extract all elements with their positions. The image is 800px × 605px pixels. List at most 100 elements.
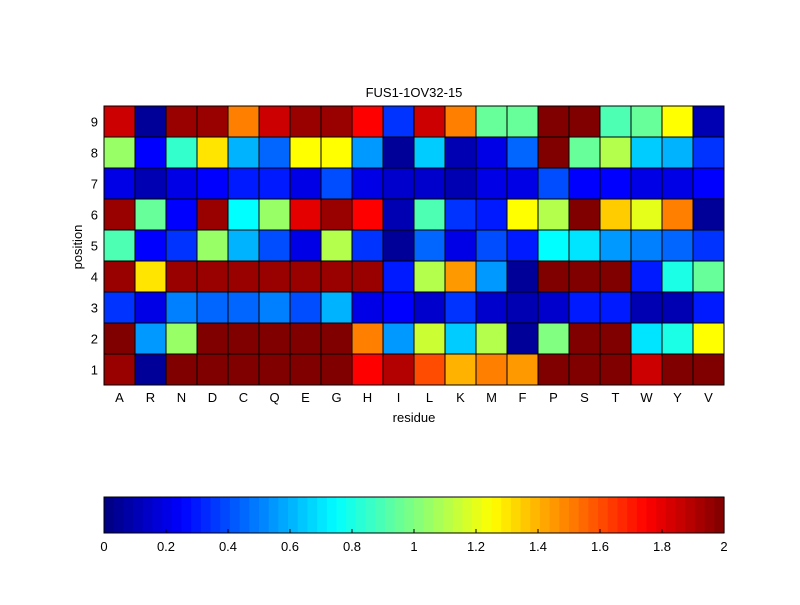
heatmap-cell xyxy=(692,105,725,138)
heatmap-cell xyxy=(289,322,322,355)
x-axis-label: residue xyxy=(393,410,436,425)
heatmap-cell xyxy=(661,167,694,200)
heatmap-cell xyxy=(227,136,260,169)
colorbar-segment xyxy=(443,497,454,533)
heatmap-cell xyxy=(444,167,477,200)
heatmap-cell xyxy=(227,105,260,138)
colorbar-segment xyxy=(355,497,367,533)
heatmap-cell xyxy=(103,353,136,386)
heatmap-cell xyxy=(103,260,136,293)
heatmap-cell xyxy=(351,136,384,169)
heatmap-cell xyxy=(165,136,198,169)
colorbar-segment xyxy=(346,497,357,533)
heatmap-cell xyxy=(258,198,291,231)
heatmap-cell xyxy=(413,322,446,355)
heatmap-cell xyxy=(537,136,570,169)
heatmap-cell xyxy=(165,229,198,262)
heatmap-cell xyxy=(103,229,136,262)
colorbar-segment xyxy=(636,497,648,533)
heatmap-cell xyxy=(196,322,229,355)
colorbar-segment xyxy=(288,497,299,533)
y-tick-label: 9 xyxy=(91,115,98,130)
colorbar-segment xyxy=(617,497,628,533)
heatmap-cell xyxy=(506,291,539,324)
colorbar-segment xyxy=(317,497,328,533)
heatmap-cell xyxy=(227,353,260,386)
heatmap-cell xyxy=(227,260,260,293)
colorbar-segment xyxy=(452,497,464,533)
heatmap-cell xyxy=(289,105,322,138)
heatmap-cell xyxy=(134,198,167,231)
heatmap-cell xyxy=(537,167,570,200)
colorbar-segment xyxy=(559,497,570,533)
colorbar-segment xyxy=(472,497,483,533)
heatmap-cell xyxy=(258,136,291,169)
heatmap-cell xyxy=(196,105,229,138)
heatmap-cell xyxy=(196,167,229,200)
x-tick-label: V xyxy=(704,390,713,405)
heatmap-cell xyxy=(599,167,632,200)
heatmap-cell xyxy=(537,198,570,231)
heatmap-cell xyxy=(165,105,198,138)
heatmap-cell xyxy=(599,260,632,293)
heatmap-cell xyxy=(630,167,663,200)
heatmap-cell xyxy=(134,167,167,200)
heatmap-cell xyxy=(413,353,446,386)
x-tick-label: T xyxy=(612,390,620,405)
heatmap-cell xyxy=(351,322,384,355)
heatmap-cell xyxy=(351,105,384,138)
heatmap-cell xyxy=(134,291,167,324)
heatmap-cell xyxy=(537,322,570,355)
x-tick-label: D xyxy=(208,390,217,405)
heatmap-cell xyxy=(227,229,260,262)
heatmap-cell xyxy=(568,353,601,386)
heatmap-cell xyxy=(165,198,198,231)
heatmap-cell xyxy=(568,136,601,169)
colorbar-tick-label: 1 xyxy=(410,539,417,554)
heatmap-cell xyxy=(134,322,167,355)
x-tick-label: E xyxy=(301,390,310,405)
heatmap-cell xyxy=(475,291,508,324)
x-tick-label: A xyxy=(115,390,124,405)
heatmap-cell xyxy=(258,167,291,200)
heatmap-cell xyxy=(661,353,694,386)
y-tick-label: 8 xyxy=(91,146,98,161)
heatmap-cell xyxy=(196,353,229,386)
colorbar-segment xyxy=(656,497,667,533)
heatmap-cell xyxy=(506,198,539,231)
heatmap-cell xyxy=(599,291,632,324)
heatmap-cell xyxy=(165,167,198,200)
heatmap-cell xyxy=(165,291,198,324)
colorbar-segment xyxy=(569,497,580,533)
heatmap-cell xyxy=(692,167,725,200)
colorbar-tick-label: 2 xyxy=(720,539,727,554)
colorbar-segment xyxy=(520,497,531,533)
heatmap-cell xyxy=(568,198,601,231)
colorbar-tick-label: 0.2 xyxy=(157,539,175,554)
heatmap-cell xyxy=(661,291,694,324)
heatmap-cell xyxy=(289,291,322,324)
colorbar-segment xyxy=(229,497,241,533)
heatmap-cell xyxy=(103,136,136,169)
heatmap-cell xyxy=(599,322,632,355)
x-tick-label: G xyxy=(331,390,341,405)
heatmap-cell xyxy=(196,260,229,293)
colorbar-tick-label: 1.8 xyxy=(653,539,671,554)
colorbar-segment xyxy=(210,497,221,533)
heatmap-cell xyxy=(382,198,415,231)
heatmap-cell xyxy=(382,136,415,169)
colorbar-segment xyxy=(249,497,260,533)
heatmap-cell xyxy=(165,260,198,293)
heatmap-cell xyxy=(537,291,570,324)
colorbar-segment xyxy=(181,497,192,533)
heatmap-cell xyxy=(289,229,322,262)
heatmap-cell xyxy=(475,105,508,138)
colorbar-segment xyxy=(152,497,163,533)
x-tick-label: K xyxy=(456,390,465,405)
heatmap-cell xyxy=(599,105,632,138)
heatmap-cell xyxy=(630,105,663,138)
heatmap-cell xyxy=(537,229,570,262)
heatmap-cell xyxy=(413,291,446,324)
y-tick-label: 3 xyxy=(91,301,98,316)
heatmap-cell xyxy=(537,260,570,293)
